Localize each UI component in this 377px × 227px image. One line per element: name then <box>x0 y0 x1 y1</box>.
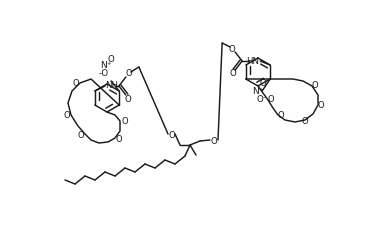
Text: O: O <box>229 44 236 54</box>
Text: O: O <box>72 79 79 87</box>
Text: O: O <box>124 94 131 104</box>
Text: O: O <box>302 116 308 126</box>
Text: O: O <box>107 54 114 64</box>
Text: O: O <box>121 116 128 126</box>
Text: O⁻: O⁻ <box>256 94 268 104</box>
Text: O: O <box>211 138 218 146</box>
Text: N⁺: N⁺ <box>253 86 264 96</box>
Text: O: O <box>277 111 284 121</box>
Text: -O: -O <box>99 69 109 77</box>
Text: O: O <box>259 79 266 89</box>
Text: O: O <box>116 135 123 143</box>
Text: HN: HN <box>247 57 260 66</box>
Text: N⁺: N⁺ <box>101 62 112 71</box>
Text: O: O <box>312 81 319 91</box>
Text: O: O <box>169 131 175 141</box>
Text: O: O <box>268 96 274 104</box>
Text: O: O <box>318 101 325 109</box>
Text: O: O <box>77 131 84 140</box>
Text: O: O <box>63 111 70 119</box>
Text: NH: NH <box>106 81 118 91</box>
Text: O: O <box>230 69 236 79</box>
Text: O: O <box>126 69 132 79</box>
